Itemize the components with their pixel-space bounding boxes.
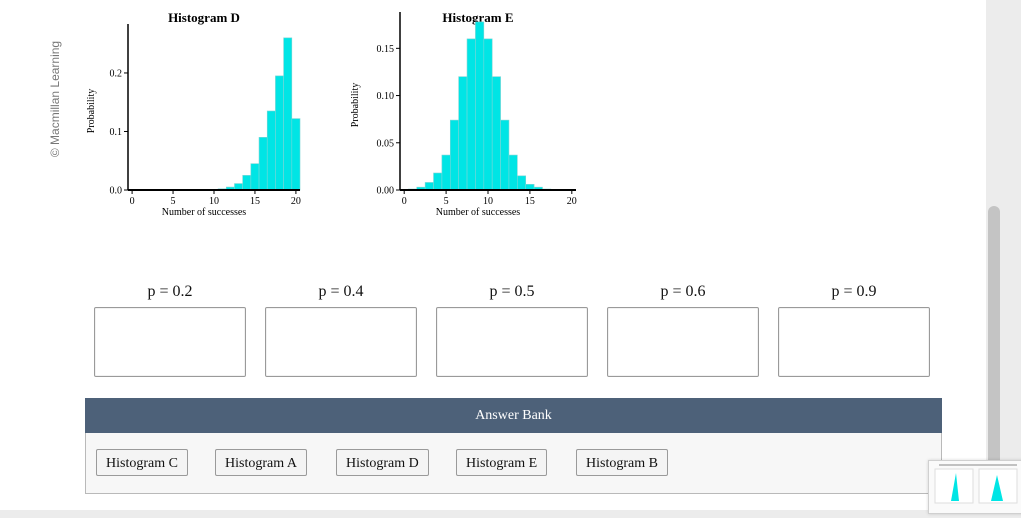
histogram-bar xyxy=(458,76,468,191)
copyright-credit: © Macmillan Learning xyxy=(48,40,62,158)
x-tick-label: 0 xyxy=(130,196,135,207)
histogram-bar xyxy=(449,119,459,191)
x-tick-label: 15 xyxy=(250,196,260,207)
y-tick-label: 0.10 xyxy=(377,91,395,102)
y-tick-label: 0.05 xyxy=(377,138,395,149)
scrollbar-thumb[interactable] xyxy=(988,206,1000,510)
x-tick-label: 10 xyxy=(483,196,493,207)
histogram-bar xyxy=(266,110,276,191)
chart-title: Histogram D xyxy=(168,10,240,25)
y-axis-label: Probability xyxy=(350,83,361,127)
y-axis-label: Probability xyxy=(86,89,97,133)
x-tick-label: 20 xyxy=(291,196,301,207)
drop-target-p-0-4[interactable] xyxy=(265,307,417,377)
page-thumbnail-preview[interactable] xyxy=(928,460,1021,514)
histogram-bar xyxy=(433,172,443,191)
histogram-bar xyxy=(491,76,501,191)
y-tick-label: 0.2 xyxy=(110,68,123,79)
x-tick-label: 10 xyxy=(209,196,219,207)
histogram-bar xyxy=(283,37,293,191)
drop-target-p-0-9[interactable] xyxy=(778,307,930,377)
x-axis-label: Number of successes xyxy=(436,207,521,218)
target-label-p-0-4: p = 0.4 xyxy=(318,283,364,300)
histogram-bar xyxy=(250,163,260,191)
chart-title: Histogram E xyxy=(442,10,513,25)
target-label-p-0-9: p = 0.9 xyxy=(831,283,877,300)
y-tick-label: 0.00 xyxy=(377,186,395,197)
histogram-bar xyxy=(508,154,518,191)
y-tick-label: 0.15 xyxy=(377,44,395,55)
histogram-bar xyxy=(258,137,268,191)
y-tick-label: 0.1 xyxy=(110,127,123,138)
drop-target-p-0-5[interactable] xyxy=(436,307,588,377)
y-tick-label: 0.0 xyxy=(110,186,123,197)
histogram-bar xyxy=(483,38,493,191)
answer-bank-header: Answer Bank xyxy=(85,398,942,433)
histogram-d: Histogram D 0.0 0.1 0.2 0 5 10 15 20 Number of su… xyxy=(68,8,308,224)
target-label-p-0-5: p = 0.5 xyxy=(489,283,535,300)
thumbnail-graphic xyxy=(934,464,1018,504)
answer-chip-histogram-a[interactable]: Histogram A xyxy=(215,449,307,476)
x-tick-label: 15 xyxy=(525,196,535,207)
histogram-e: Histogram E 0.00 0.05 0.10 0.15 0 5 10 15 20 Numbe… xyxy=(340,8,606,224)
histogram-bar xyxy=(275,75,284,191)
x-tick-label: 5 xyxy=(171,196,176,207)
answer-chip-histogram-d[interactable]: Histogram D xyxy=(336,449,429,476)
histogram-bar xyxy=(517,175,527,191)
histogram-e-chart: Histogram E 0.00 0.05 0.10 0.15 0 5 10 15 20 Numbe… xyxy=(350,10,577,218)
answer-chip-histogram-c[interactable]: Histogram C xyxy=(96,449,188,476)
target-label-p-0-6: p = 0.6 xyxy=(660,283,706,300)
histogram-bar xyxy=(475,21,485,191)
x-tick-label: 20 xyxy=(567,196,577,207)
answer-chip-histogram-b[interactable]: Histogram B xyxy=(576,449,668,476)
x-tick-label: 0 xyxy=(402,196,407,207)
histogram-d-chart: Histogram D 0.0 0.1 0.2 0 5 10 15 20 Number of su… xyxy=(86,10,301,218)
histogram-bar xyxy=(466,38,476,191)
histogram-bar xyxy=(500,119,510,191)
x-tick-label: 5 xyxy=(444,196,449,207)
drop-target-p-0-6[interactable] xyxy=(607,307,759,377)
drop-target-p-0-2[interactable] xyxy=(94,307,246,377)
x-axis-label: Number of successes xyxy=(162,207,247,218)
histogram-bar xyxy=(291,118,301,191)
histogram-bar xyxy=(242,175,252,191)
histogram-bar xyxy=(424,182,434,191)
histogram-bar xyxy=(441,154,451,191)
answer-chip-histogram-e[interactable]: Histogram E xyxy=(456,449,548,476)
target-label-p-0-2: p = 0.2 xyxy=(147,283,193,300)
